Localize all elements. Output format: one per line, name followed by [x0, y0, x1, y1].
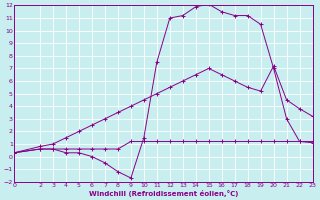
X-axis label: Windchill (Refroidissement éolien,°C): Windchill (Refroidissement éolien,°C): [89, 190, 238, 197]
